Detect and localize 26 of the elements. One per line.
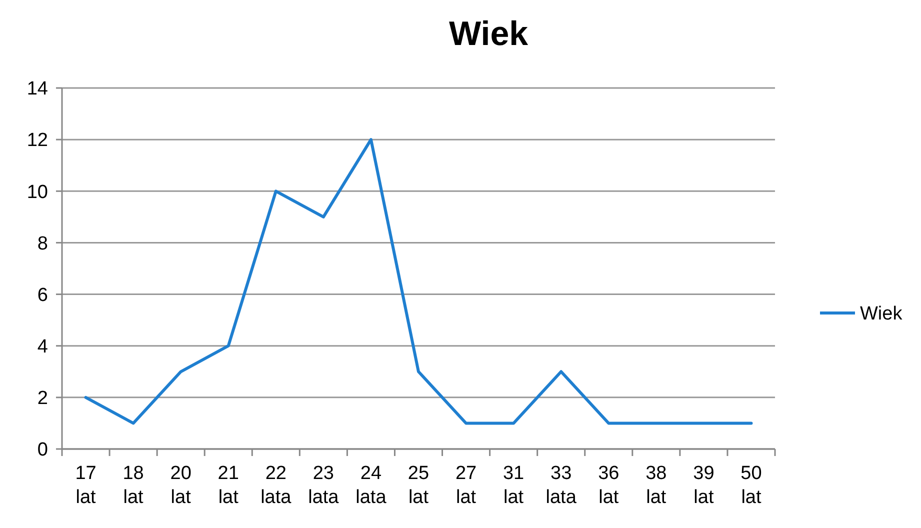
x-tick-label: 36 lat xyxy=(598,463,620,508)
y-tick-label: 6 xyxy=(37,284,48,306)
x-tick-label: 21 lat xyxy=(218,463,240,508)
x-tick-label: 33 lata xyxy=(546,463,577,508)
y-tick-label: 10 xyxy=(26,182,48,203)
chart-title: Wiek xyxy=(448,15,528,53)
x-tick-label: 24 lata xyxy=(356,463,387,508)
y-tick-label: 14 xyxy=(26,78,48,100)
y-tick-label: 2 xyxy=(37,388,48,410)
y-tick-label: 4 xyxy=(37,336,48,358)
x-tick-label: 25 lat xyxy=(408,463,430,508)
x-tick-label: 20 lat xyxy=(170,463,192,508)
y-tick-label: 12 xyxy=(26,130,48,152)
x-tick-label: 17 lat xyxy=(75,463,97,508)
legend-label: Wiek xyxy=(860,304,903,325)
x-tick-label: 38 lat xyxy=(646,463,667,508)
x-tick-label: 39 lat xyxy=(693,463,714,508)
x-tick-label: 27 lat xyxy=(455,463,477,508)
x-tick-label: 23 lata xyxy=(308,463,340,508)
y-tick-label: 8 xyxy=(37,233,48,254)
x-tick-label: 18 lat xyxy=(122,463,144,508)
line-series xyxy=(84,138,753,425)
y-tick-label: 0 xyxy=(37,440,48,461)
x-tick-label: 22 lata xyxy=(260,463,292,508)
x-tick-label: 50 lat xyxy=(740,463,762,508)
x-tick-label: 31 lat xyxy=(502,463,524,508)
